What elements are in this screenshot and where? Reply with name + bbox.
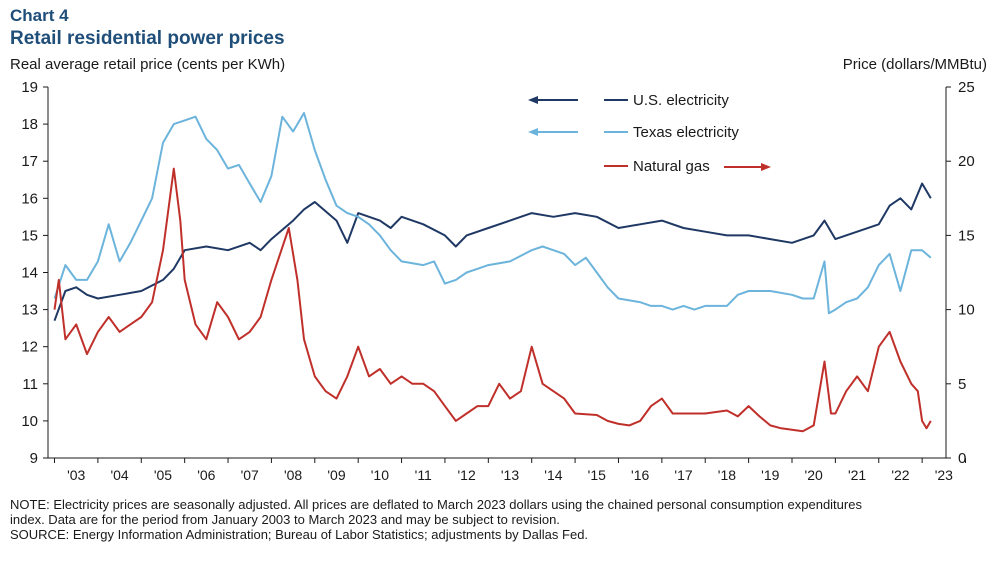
legend-arrow-head <box>761 163 771 171</box>
x-tick-label: '23 <box>935 467 953 483</box>
x-tick-label: '05 <box>154 467 172 483</box>
left-tick-label: 9 <box>30 450 38 467</box>
chart-title: Retail residential power prices <box>10 28 285 49</box>
x-tick-label: '10 <box>371 467 389 483</box>
left-tick-label: 13 <box>21 302 38 319</box>
left-tick-label: 11 <box>22 376 38 393</box>
chart-legend: U.S. electricity Texas electricity Natural… <box>528 92 771 175</box>
legend-label: Natural gas <box>633 158 710 175</box>
x-tick-label: '16 <box>631 467 649 483</box>
x-tick-label: '07 <box>241 467 259 483</box>
series-line-texas-electricity <box>53 112 932 315</box>
chart-number: Chart 4 <box>10 6 69 25</box>
right-axis-label: Price (dollars/MMBtu) <box>842 56 987 73</box>
left-tick-label: 14 <box>21 265 38 282</box>
x-tick-label: '12 <box>458 467 476 483</box>
chart-notes: NOTE: Electricity prices are seasonally … <box>10 497 985 542</box>
x-tick-label: '14 <box>544 467 562 483</box>
left-tick-label: 19 <box>21 79 38 96</box>
note-line-2: index. Data are for the period from Janu… <box>10 512 560 527</box>
legend-label: Texas electricity <box>633 124 739 141</box>
right-tick-label: 5 <box>958 376 966 393</box>
right-tick-label: 0 <box>958 450 966 467</box>
left-axis-label: Real average retail price (cents per KWh… <box>10 56 286 73</box>
source-line: SOURCE: Energy Information Administratio… <box>10 527 589 542</box>
right-tick-label: 20 <box>958 153 975 170</box>
chart-series <box>53 112 932 433</box>
x-tick-label: '13 <box>501 467 519 483</box>
x-tick-label: '18 <box>718 467 736 483</box>
x-tick-label: '11 <box>415 467 432 483</box>
left-tick-label: 12 <box>21 339 38 356</box>
left-tick-label: 15 <box>21 227 38 244</box>
x-tick-label: '04 <box>110 467 128 483</box>
left-tick-label: 18 <box>21 116 38 133</box>
legend-arrow-head <box>528 128 538 136</box>
right-tick-label: 10 <box>958 302 975 319</box>
series-line-natural-gas <box>53 167 932 433</box>
x-tick-label: '06 <box>197 467 215 483</box>
x-tick-label: '08 <box>284 467 302 483</box>
series-line-u-s-electricity <box>53 182 932 322</box>
chart-axes: 9 10 11 12 13 14 15 16 17 18 19 0 5 10 15 20 25 '03 '04 '05… <box>21 79 974 483</box>
x-tick-label: '17 <box>674 467 692 483</box>
right-tick-label: 15 <box>958 227 975 244</box>
x-tick-label: '03 <box>67 467 85 483</box>
x-tick-label: '19 <box>761 467 779 483</box>
x-tick-label: '21 <box>848 467 866 483</box>
legend-label: U.S. electricity <box>633 92 729 109</box>
note-line-1: NOTE: Electricity prices are seasonally … <box>10 497 862 512</box>
x-tick-label: '15 <box>588 467 606 483</box>
x-tick-label: '20 <box>805 467 823 483</box>
right-tick-label: 25 <box>958 79 975 96</box>
x-tick-label: '09 <box>327 467 345 483</box>
left-tick-label: 16 <box>21 190 38 207</box>
left-tick-label: 10 <box>21 413 38 430</box>
x-tick-label: '22 <box>891 467 909 483</box>
left-tick-label: 17 <box>21 153 38 170</box>
legend-arrow-head <box>528 96 538 104</box>
